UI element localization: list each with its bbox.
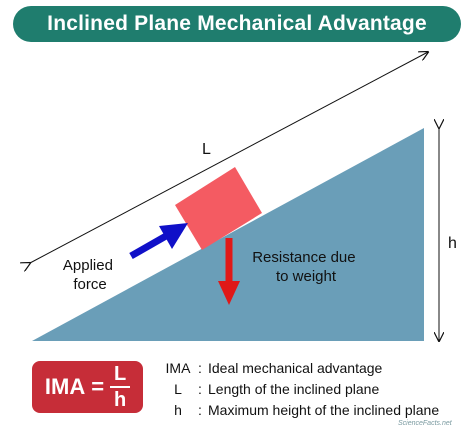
formula-equals: = <box>91 374 105 399</box>
formula-lhs: IMA <box>44 374 86 399</box>
formula-numerator: L <box>113 363 127 385</box>
legend-row-h: h : Maximum height of the inclined plane <box>158 399 439 420</box>
legend-term: IMA <box>165 359 191 376</box>
legend-term: L <box>174 380 182 397</box>
legend-definition: Length of the inclined plane <box>208 380 380 397</box>
formula-denominator: h <box>113 389 127 411</box>
height-label: h <box>448 235 457 252</box>
legend-definition: Ideal mechanical advantage <box>208 359 383 376</box>
legend: IMA : Ideal mechanical advantage L : Len… <box>158 357 440 420</box>
legend-term: h <box>174 401 182 418</box>
legend-definition: Maximum height of the inclined plane <box>208 401 440 418</box>
page-title: Inclined Plane Mechanical Advantage <box>47 12 427 35</box>
legend-separator: : <box>198 359 202 376</box>
legend-separator: : <box>198 401 202 418</box>
formula-fraction: L h <box>110 363 131 411</box>
legend-separator: : <box>198 380 202 397</box>
applied-force-arrow <box>129 223 188 260</box>
weight-arrow <box>218 238 240 305</box>
resistance-label: Resistance due to weight <box>252 249 360 285</box>
legend-row-ima: IMA : Ideal mechanical advantage <box>158 357 439 378</box>
applied-force-label: Applied force <box>63 257 117 293</box>
title-banner: Inclined Plane Mechanical Advantage <box>13 6 461 42</box>
length-label: L <box>202 141 211 158</box>
length-arrow <box>30 52 428 263</box>
formula-box: IMA = L h <box>32 361 143 413</box>
block <box>175 167 262 250</box>
fraction-bar <box>110 386 131 388</box>
watermark: ScienceFacts.net <box>398 420 452 427</box>
inclined-plane <box>32 128 424 341</box>
legend-row-l: L : Length of the inclined plane <box>158 378 439 399</box>
